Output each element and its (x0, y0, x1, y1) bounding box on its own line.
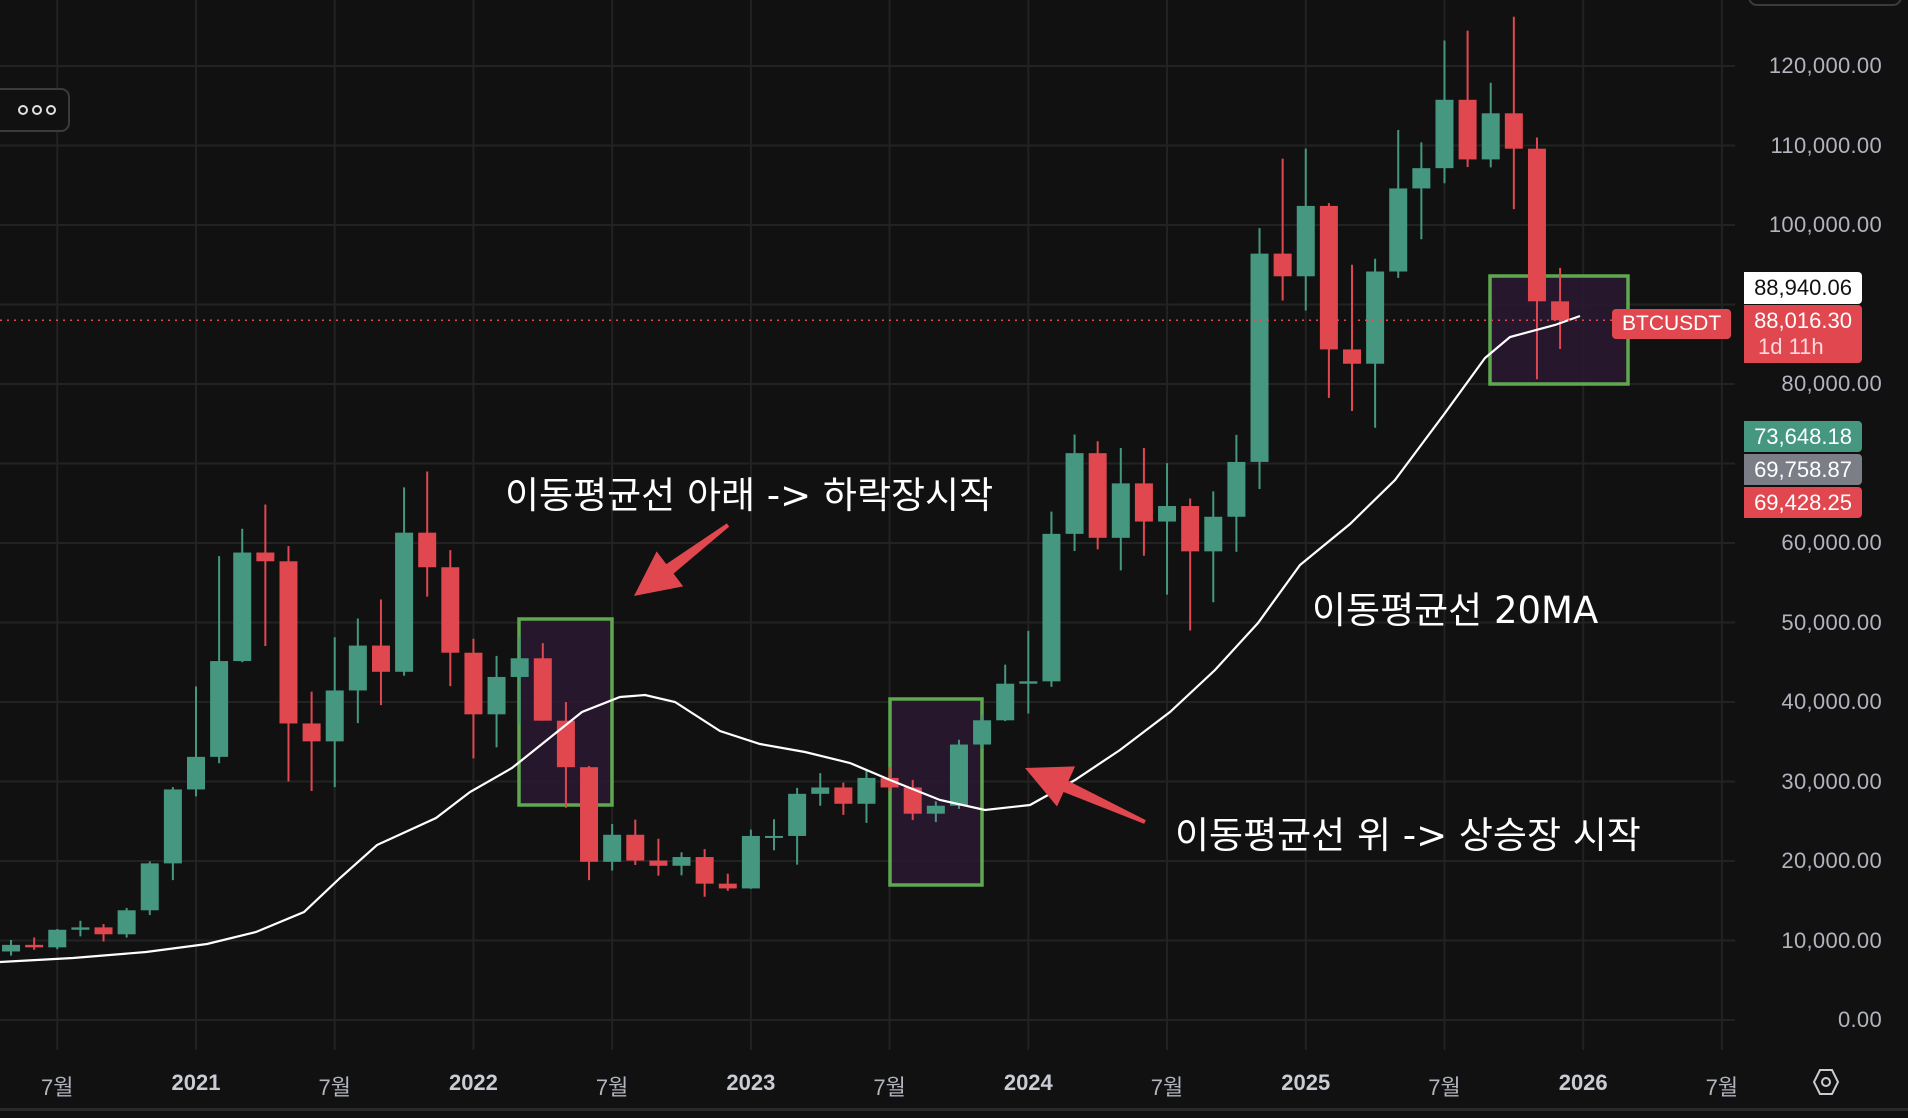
settings-hexagon-icon[interactable] (1812, 1068, 1840, 1096)
mid-price: 69,758.87 (1754, 457, 1852, 482)
price-tick-label: 40,000.00 (1781, 689, 1882, 714)
annotation-bear-market: 이동평균선 아래 -> 하락장시작 (505, 474, 994, 517)
high-price: 73,648.18 (1754, 424, 1852, 449)
time-tick-label: 7월 (318, 1075, 351, 1100)
price-tick-label: 60,000.00 (1781, 530, 1882, 555)
price-tick-label: 80,000.00 (1781, 371, 1882, 396)
price-tick-label: 50,000.00 (1781, 609, 1882, 635)
annotation-bull-market: 이동평균선 위 -> 상승장 시작 (1175, 814, 1641, 857)
price-tick-label: 100,000.00 (1768, 212, 1882, 237)
price-tick-label: 30,000.00 (1781, 768, 1882, 794)
ma20-line (0, 314, 1581, 964)
high-price-tag: 73,648.18 (1744, 421, 1862, 452)
top-toolbar-button[interactable] (1748, 0, 1902, 6)
annotation-ma20: 이동평균선 20MA (1312, 589, 1599, 632)
price-tick-label: 110,000.00 (1770, 132, 1882, 158)
time-tick-label: 7월 (873, 1075, 906, 1100)
time-tick-label: 7월 (1705, 1075, 1739, 1100)
last-price-tag: 88,016.30 1d 11h (1744, 305, 1862, 363)
crosshair-price: 88,940.06 (1754, 275, 1852, 300)
time-tick-label: 2022 (448, 1070, 498, 1095)
price-tick-label: 10,000.00 (1781, 927, 1882, 953)
bar-countdown: 1d 11h (1758, 334, 1824, 359)
mid-price-tag: 69,758.87 (1744, 454, 1862, 485)
candles (2, 16, 1570, 956)
time-tick-label: 2021 (171, 1070, 221, 1095)
symbol-label: BTCUSDT (1612, 309, 1732, 339)
time-tick-label: 7월 (41, 1075, 74, 1100)
time-tick-label: 7월 (1150, 1075, 1184, 1100)
time-tick-label: 2026 (1558, 1070, 1608, 1095)
more-options-button[interactable] (0, 88, 70, 132)
time-tick-label: 2025 (1281, 1070, 1331, 1095)
crosshair-price-tag: 88,940.06 (1744, 272, 1862, 304)
last-price: 88,016.30 (1754, 308, 1852, 333)
price-tick-label: 0.00 (1837, 1007, 1882, 1032)
price-tick-label: 120,000.00 (1768, 53, 1882, 78)
more-horizontal-icon (18, 105, 28, 115)
time-tick-label: 2023 (726, 1070, 776, 1095)
low-price: 69,428.25 (1754, 490, 1852, 515)
time-tick-label: 7월 (595, 1075, 629, 1100)
low-price-tag: 69,428.25 (1744, 487, 1862, 518)
more-horizontal-icon (46, 105, 56, 115)
price-tick-label: 20,000.00 (1781, 848, 1882, 873)
bottom-divider (0, 1108, 1908, 1111)
time-tick-label: 2024 (1003, 1070, 1053, 1095)
time-tick-label: 7월 (1428, 1075, 1461, 1100)
annotation-arrows (634, 523, 1146, 824)
more-horizontal-icon (32, 105, 42, 115)
